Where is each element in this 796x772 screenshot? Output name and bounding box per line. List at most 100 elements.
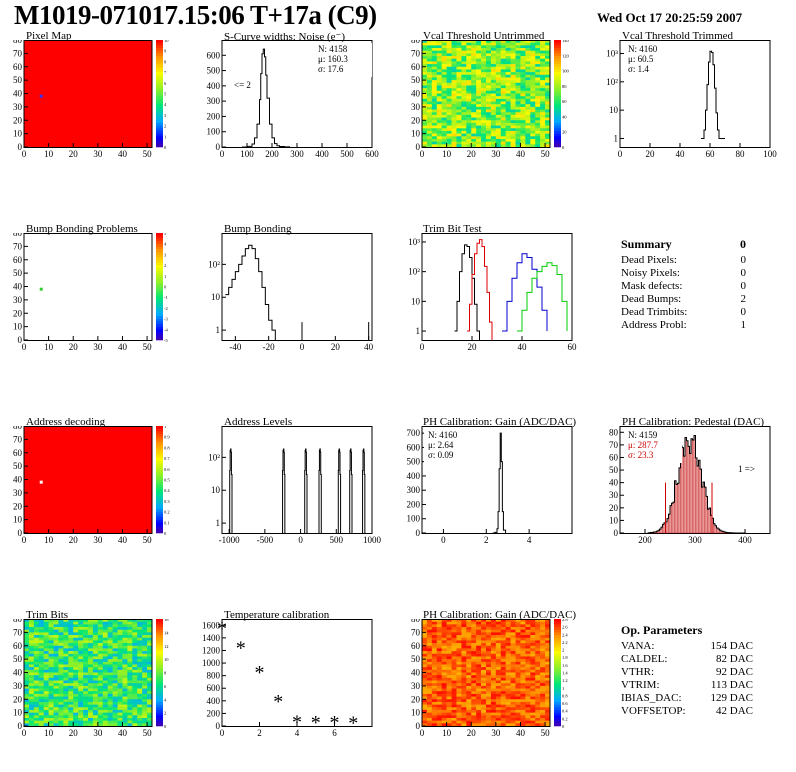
heatmap-cell — [83, 656, 89, 660]
heatmap-cell — [520, 109, 526, 113]
palette-cell — [156, 130, 163, 134]
heatmap-cell — [461, 709, 467, 713]
heatmap-cell — [431, 42, 438, 46]
heatmap-cell — [137, 696, 143, 700]
heatmap-cell — [73, 693, 79, 697]
heatmap-cell — [122, 651, 128, 655]
palette-cell — [156, 251, 163, 255]
palette-cell — [156, 428, 163, 432]
heatmap-cell — [505, 693, 511, 697]
heatmap-cell — [422, 90, 428, 94]
heatmap-cell — [441, 669, 447, 673]
heatmap-cell — [466, 712, 472, 716]
y-tick-label: 0 — [416, 721, 421, 731]
heatmap-cell — [456, 61, 462, 65]
heatmap-cell — [53, 696, 59, 700]
heatmap-cell — [68, 645, 74, 649]
heatmap-cell — [422, 645, 428, 649]
palette-cell — [156, 452, 163, 456]
heatmap-cell — [451, 632, 457, 636]
heatmap-cell — [422, 42, 428, 46]
heatmap-cell — [43, 645, 49, 649]
heatmap-cell — [132, 629, 138, 633]
heatmap-cell — [545, 723, 551, 727]
heatmap-cell — [476, 699, 482, 703]
heatmap-cell — [422, 117, 428, 121]
heatmap-cell — [520, 93, 526, 97]
palette-label: 1 — [562, 686, 564, 691]
heatmap-cell — [466, 688, 472, 692]
heatmap-cell — [43, 717, 49, 721]
heatmap-cell — [490, 707, 497, 711]
heatmap-cell — [481, 82, 487, 86]
heatmap-cell — [132, 653, 138, 657]
heatmap-cell — [486, 114, 492, 118]
heatmap-cell — [33, 635, 40, 639]
heatmap-cell — [426, 56, 433, 60]
heatmap-cell — [545, 53, 551, 57]
heatmap-cell — [461, 653, 467, 657]
heatmap-cell — [107, 667, 113, 671]
heatmap-cell — [38, 717, 44, 721]
heatmap-cell — [441, 66, 447, 70]
heatmap-cell — [63, 635, 69, 639]
heatmap-cell — [426, 69, 433, 73]
heatmap-cell — [495, 114, 502, 118]
heatmap-cell — [112, 723, 118, 727]
heatmap-cell — [471, 675, 477, 679]
heatmap-cell — [33, 717, 40, 721]
heatmap-cell — [97, 632, 104, 636]
heatmap-cell — [530, 704, 536, 708]
heatmap-cell — [431, 637, 438, 641]
heatmap-cell — [500, 93, 506, 97]
heatmap-cell — [441, 659, 447, 663]
heatmap-cell — [540, 683, 546, 687]
heatmap-cell — [461, 56, 467, 60]
heatmap-cell — [122, 645, 128, 649]
heatmap-cell — [461, 715, 467, 719]
heatmap-cell — [53, 632, 59, 636]
heatmap-cell — [540, 138, 546, 142]
heatmap-cell — [456, 659, 462, 663]
heatmap-cell — [486, 624, 492, 628]
palette-label: 0.6 — [164, 467, 170, 472]
heatmap-cell — [456, 77, 462, 81]
heatmap-cell — [540, 69, 546, 73]
heatmap-cell — [540, 699, 546, 703]
heatmap-cell — [83, 627, 89, 630]
palette-cell — [554, 691, 561, 695]
heatmap-cell — [73, 659, 79, 663]
heatmap-cell — [530, 685, 536, 689]
heatmap-cell — [28, 683, 35, 687]
heatmap-cell — [515, 696, 521, 700]
heatmap-cell — [461, 80, 467, 84]
heatmap-cell — [446, 643, 452, 647]
palette-cell — [156, 653, 163, 657]
heatmap-cell — [530, 653, 536, 657]
heatmap-cell — [53, 680, 59, 684]
heatmap-cell — [53, 661, 59, 665]
heatmap-cell — [431, 669, 438, 673]
heatmap-cell — [520, 691, 526, 695]
heatmap-cell — [33, 621, 40, 625]
heatmap-cell — [97, 667, 104, 671]
heatmap-cell — [545, 40, 551, 43]
heatmap-cell — [461, 128, 467, 132]
panel-title-trim-bits: Trim Bits — [26, 609, 69, 621]
heatmap-cell — [97, 675, 104, 679]
heatmap-cell — [530, 74, 536, 78]
heatmap-cell — [38, 656, 44, 660]
heatmap-cell — [107, 677, 113, 681]
heatmap-cell — [530, 122, 536, 126]
palette-cell — [554, 117, 561, 121]
heatmap-cell — [107, 621, 113, 625]
palette-cell — [156, 506, 163, 510]
heatmap-cell — [102, 707, 108, 711]
heatmap-cell — [545, 675, 551, 679]
heatmap-cell — [495, 720, 502, 724]
heatmap-cell — [88, 701, 94, 705]
palette-cell — [156, 484, 163, 488]
heatmap-cell — [127, 717, 133, 721]
heatmap-cell — [436, 715, 442, 719]
palette-cell — [554, 141, 561, 145]
